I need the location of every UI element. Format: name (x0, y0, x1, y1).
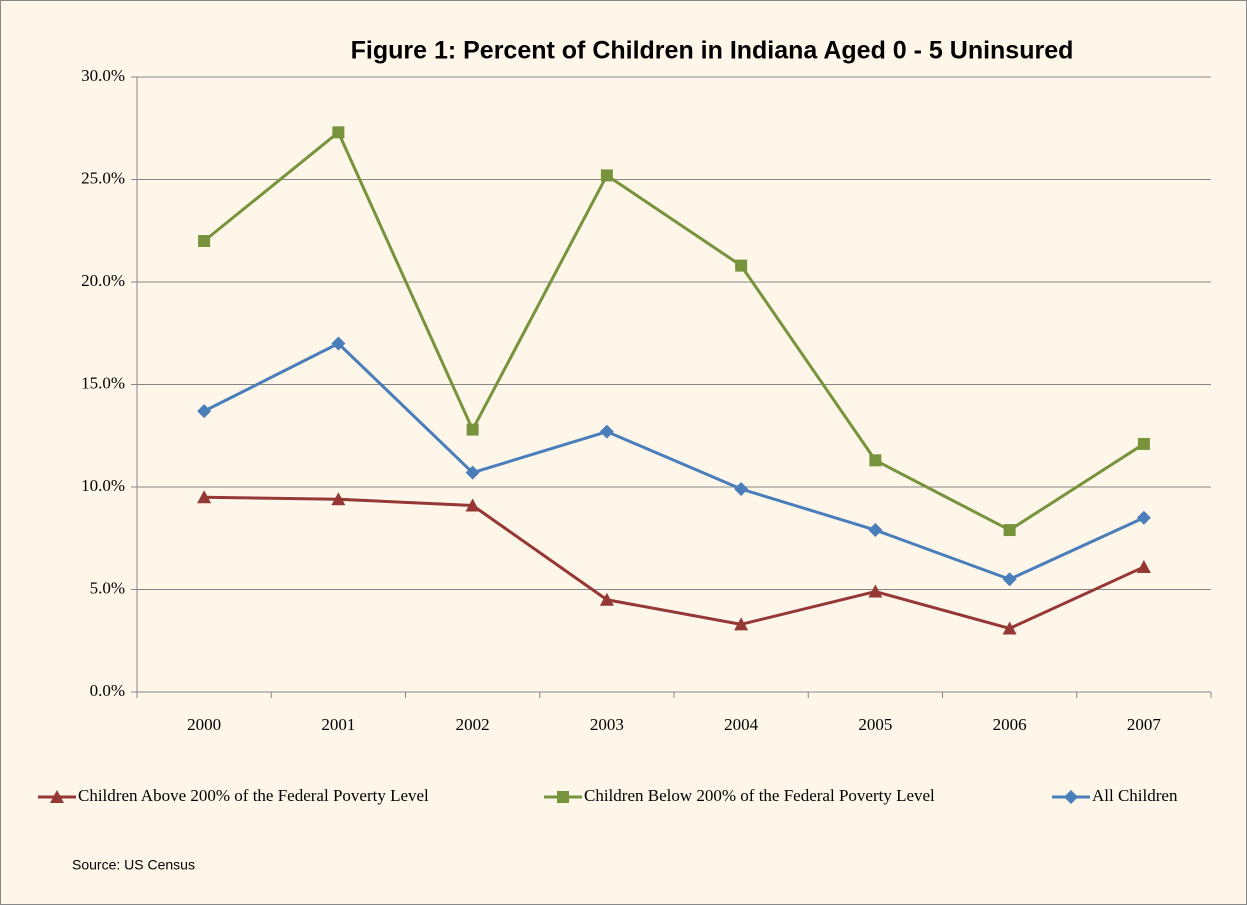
data-point (599, 424, 614, 439)
x-tick-label: 2007 (1127, 715, 1162, 734)
data-point (331, 336, 346, 351)
y-tick-label: 15.0% (81, 373, 125, 392)
x-tick-label: 2001 (321, 715, 355, 734)
data-point (466, 423, 479, 436)
x-tick-label: 2005 (858, 715, 892, 734)
data-point (868, 523, 883, 538)
data-point (465, 465, 480, 480)
chart-title: Figure 1: Percent of Children in Indiana… (351, 37, 1074, 65)
y-tick-label: 0.0% (90, 681, 125, 700)
legend-marker (557, 791, 569, 803)
legend-marker (50, 790, 64, 803)
legend-label: Children Above 200% of the Federal Pover… (78, 786, 429, 805)
y-tick-label: 30.0% (81, 66, 125, 85)
data-point (599, 592, 614, 606)
y-tick-label: 25.0% (81, 168, 125, 187)
source-note: Source: US Census (72, 857, 195, 873)
legend-marker (1064, 790, 1078, 804)
data-point (734, 482, 749, 497)
data-point (1002, 572, 1017, 587)
data-point (868, 584, 883, 598)
data-point (1002, 621, 1017, 635)
x-tick-label: 2003 (590, 715, 624, 734)
data-point (198, 235, 211, 247)
series-line (203, 342, 1145, 581)
data-point (331, 492, 346, 506)
data-point (332, 126, 345, 139)
data-point (1137, 437, 1150, 450)
data-point (197, 404, 212, 419)
data-point (197, 490, 212, 504)
x-tick-label: 2002 (456, 715, 490, 734)
data-point (1136, 510, 1151, 525)
legend-label: Children Below 200% of the Federal Pover… (584, 786, 935, 805)
series-line (204, 495, 1145, 630)
y-tick-label: 20.0% (81, 271, 125, 290)
data-point (735, 259, 748, 272)
legend-label: All Children (1092, 786, 1178, 805)
y-tick-label: 5.0% (90, 578, 125, 597)
data-point (1136, 559, 1151, 573)
data-point (1003, 524, 1016, 537)
y-tick-label: 10.0% (81, 476, 125, 495)
x-tick-label: 2004 (724, 715, 759, 734)
x-tick-label: 2000 (187, 715, 221, 734)
data-point (869, 454, 882, 467)
data-point (734, 617, 749, 631)
series-line (203, 130, 1145, 532)
data-point (600, 169, 613, 182)
data-point (465, 498, 480, 512)
x-tick-label: 2006 (993, 715, 1027, 734)
